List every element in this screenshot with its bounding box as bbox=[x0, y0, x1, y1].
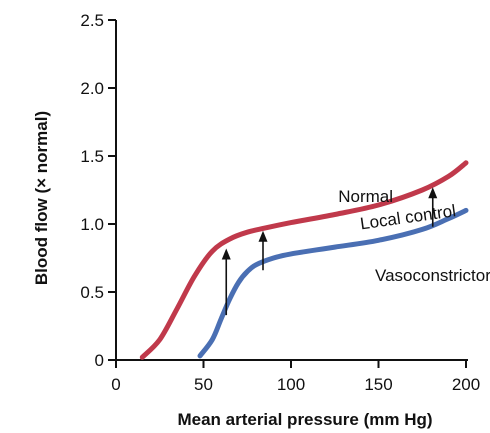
x-tick-label-1: 50 bbox=[194, 375, 213, 394]
x-axis-label: Mean arterial pressure (mm Hg) bbox=[177, 410, 432, 429]
arrow-head-2 bbox=[428, 187, 438, 199]
x-tick-label-4: 200 bbox=[452, 375, 480, 394]
arrow-head-1 bbox=[258, 230, 268, 242]
normal-label: Normal bbox=[338, 187, 393, 206]
x-tick-label-2: 100 bbox=[277, 375, 305, 394]
series-line-vasoconstrictor bbox=[197, 207, 469, 359]
y-tick-label-0: 0 bbox=[95, 351, 104, 370]
y-tick-label-4: 2.0 bbox=[80, 79, 104, 98]
axes bbox=[115, 20, 468, 361]
y-tick-label-3: 1.5 bbox=[80, 147, 104, 166]
y-axis-label: Blood flow (× normal) bbox=[32, 111, 51, 285]
ticks: 0 0.5 1.0 1.5 2.0 2.5 0 50 100 150 200 bbox=[80, 11, 480, 394]
series-layer bbox=[139, 160, 469, 360]
vasoconstrictor-label: Vasoconstrictor bbox=[375, 266, 490, 285]
arrow-head-0 bbox=[221, 248, 231, 260]
y-tick-label-1: 0.5 bbox=[80, 283, 104, 302]
series-line-normal bbox=[139, 160, 469, 360]
y-tick-label-2: 1.0 bbox=[80, 215, 104, 234]
x-tick-label-3: 150 bbox=[364, 375, 392, 394]
x-tick-label-0: 0 bbox=[111, 375, 120, 394]
y-tick-label-5: 2.5 bbox=[80, 11, 104, 30]
arrow-layer bbox=[221, 187, 438, 316]
